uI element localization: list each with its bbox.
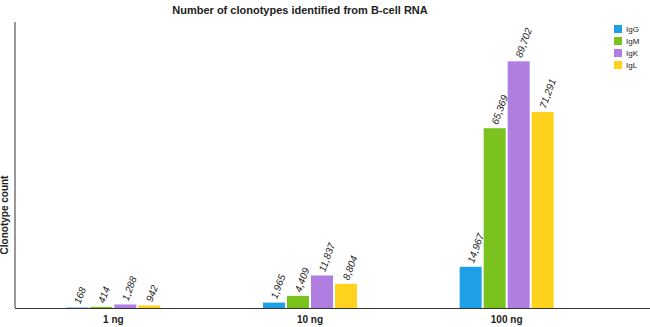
bar <box>90 307 112 308</box>
bar <box>335 284 357 308</box>
data-label: 71,291 <box>537 77 558 110</box>
bars <box>66 61 553 308</box>
legend: IgG IgM IgK IgL <box>614 25 640 70</box>
data-label: 168 <box>72 285 88 305</box>
bar <box>287 296 309 308</box>
x-axis <box>15 308 650 309</box>
chart: Number of clonotypes identified from B-c… <box>0 0 650 327</box>
data-label: 65,369 <box>489 93 510 126</box>
legend-swatch <box>614 61 622 69</box>
legend-swatch <box>614 49 622 57</box>
bar <box>484 128 506 308</box>
bar <box>138 305 160 308</box>
data-label: 14,967 <box>465 232 486 265</box>
data-label: 1,965 <box>269 273 288 301</box>
bar <box>532 112 554 308</box>
bar <box>66 307 88 308</box>
x-tick-label: 1 ng <box>103 314 124 325</box>
bar <box>460 267 482 308</box>
data-label: 414 <box>96 285 112 305</box>
data-label: 89,702 <box>513 26 534 59</box>
legend-label: IgK <box>626 49 639 58</box>
x-tick-label: 100 ng <box>491 314 523 325</box>
legend-swatch <box>614 25 622 33</box>
data-label: 4,409 <box>293 266 312 294</box>
legend-swatch <box>614 37 622 45</box>
data-label: 8,804 <box>341 254 360 282</box>
legend-label: IgG <box>626 25 639 34</box>
data-label: 11,837 <box>317 241 338 273</box>
y-axis-label: Clonotype count <box>0 175 10 255</box>
data-label: 942 <box>144 283 160 303</box>
y-axis <box>15 22 16 308</box>
bar <box>263 303 285 308</box>
legend-label: IgL <box>626 61 638 70</box>
x-tick-label: 10 ng <box>297 314 323 325</box>
data-labels: 1681,96514,9674144,40965,3691,28811,8378… <box>72 26 558 305</box>
title: Number of clonotypes identified from B-c… <box>172 4 428 16</box>
bar <box>114 304 136 308</box>
bar <box>311 275 333 308</box>
bar <box>508 61 530 308</box>
data-label: 1,288 <box>120 274 139 302</box>
legend-label: IgM <box>626 37 640 46</box>
